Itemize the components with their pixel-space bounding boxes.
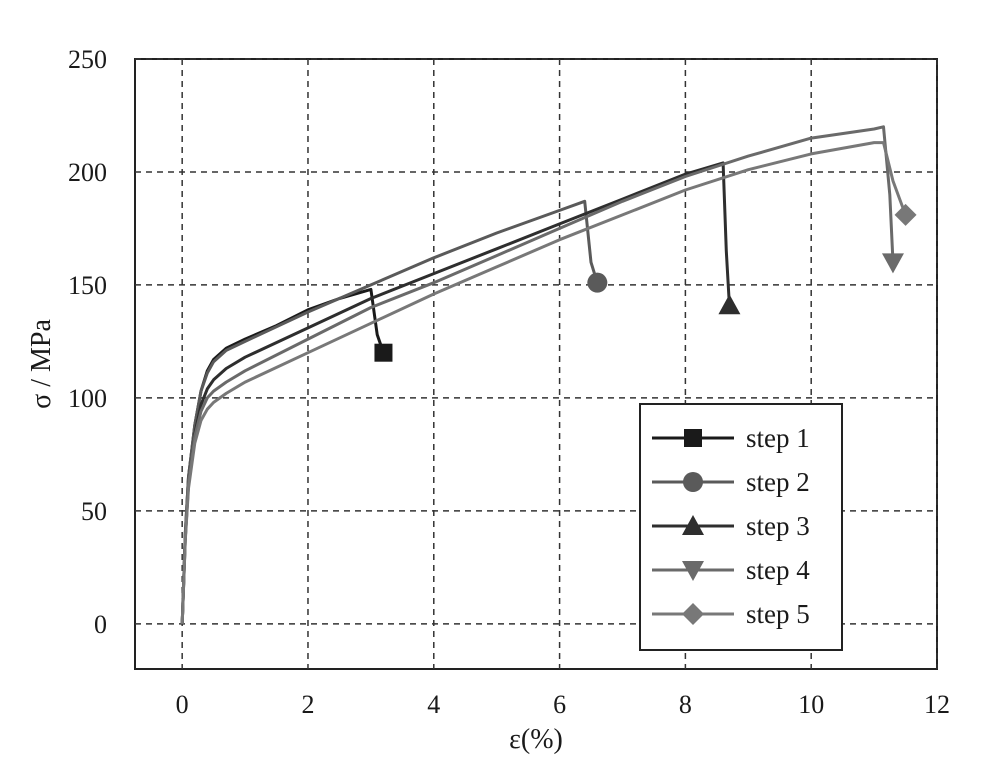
x-tick-label: 4: [427, 690, 440, 719]
legend-marker: [683, 472, 703, 492]
series-line: [180, 125, 895, 624]
x-tick-label: 8: [679, 690, 692, 719]
x-axis-label: ε(%): [509, 724, 563, 755]
y-tick-label: 150: [68, 271, 107, 300]
series-end-marker: [881, 253, 904, 274]
legend-item: step 2: [652, 467, 810, 497]
series-step-4: [180, 125, 904, 624]
legend-item: step 1: [652, 423, 810, 453]
legend-label: step 4: [746, 555, 810, 585]
legend-marker: [682, 603, 704, 625]
legend-label: step 3: [746, 511, 810, 541]
series-end-marker: [718, 294, 741, 315]
x-tick-label: 2: [301, 690, 314, 719]
series-step-2: [180, 199, 608, 624]
x-tick-label: 0: [176, 690, 189, 719]
y-tick-label: 100: [68, 384, 107, 413]
series-line: [180, 141, 907, 624]
series-group: [180, 125, 917, 624]
x-tick-label: 6: [553, 690, 566, 719]
y-tick-label: 0: [94, 610, 107, 639]
tick-labels: 0 2 4 6 8 10 12 0 50 100 150 200 250: [68, 45, 950, 719]
legend-marker: [684, 429, 702, 447]
series-step-1: [180, 287, 393, 624]
series-end-marker: [894, 203, 917, 226]
legend: step 1 step 2 step 3 step 4 step 5: [639, 403, 843, 651]
legend-label: step 1: [746, 423, 810, 453]
x-tick-label: 10: [798, 690, 824, 719]
legend-marker: [682, 515, 704, 535]
series-step-5: [180, 141, 917, 624]
y-tick-label: 200: [68, 158, 107, 187]
series-line: [180, 199, 599, 624]
legend-item: step 3: [652, 511, 810, 541]
legend-marker: [682, 561, 704, 581]
series-end-marker: [374, 343, 393, 362]
legend-label: step 2: [746, 467, 810, 497]
x-tick-label: 12: [924, 690, 950, 719]
y-axis-label: σ / MPa: [26, 319, 57, 409]
y-tick-label: 50: [81, 497, 107, 526]
y-tick-label: 250: [68, 45, 107, 74]
series-end-marker: [587, 272, 608, 293]
legend-item: step 5: [652, 599, 810, 629]
legend-label: step 5: [746, 599, 810, 629]
legend-item: step 4: [652, 555, 810, 585]
